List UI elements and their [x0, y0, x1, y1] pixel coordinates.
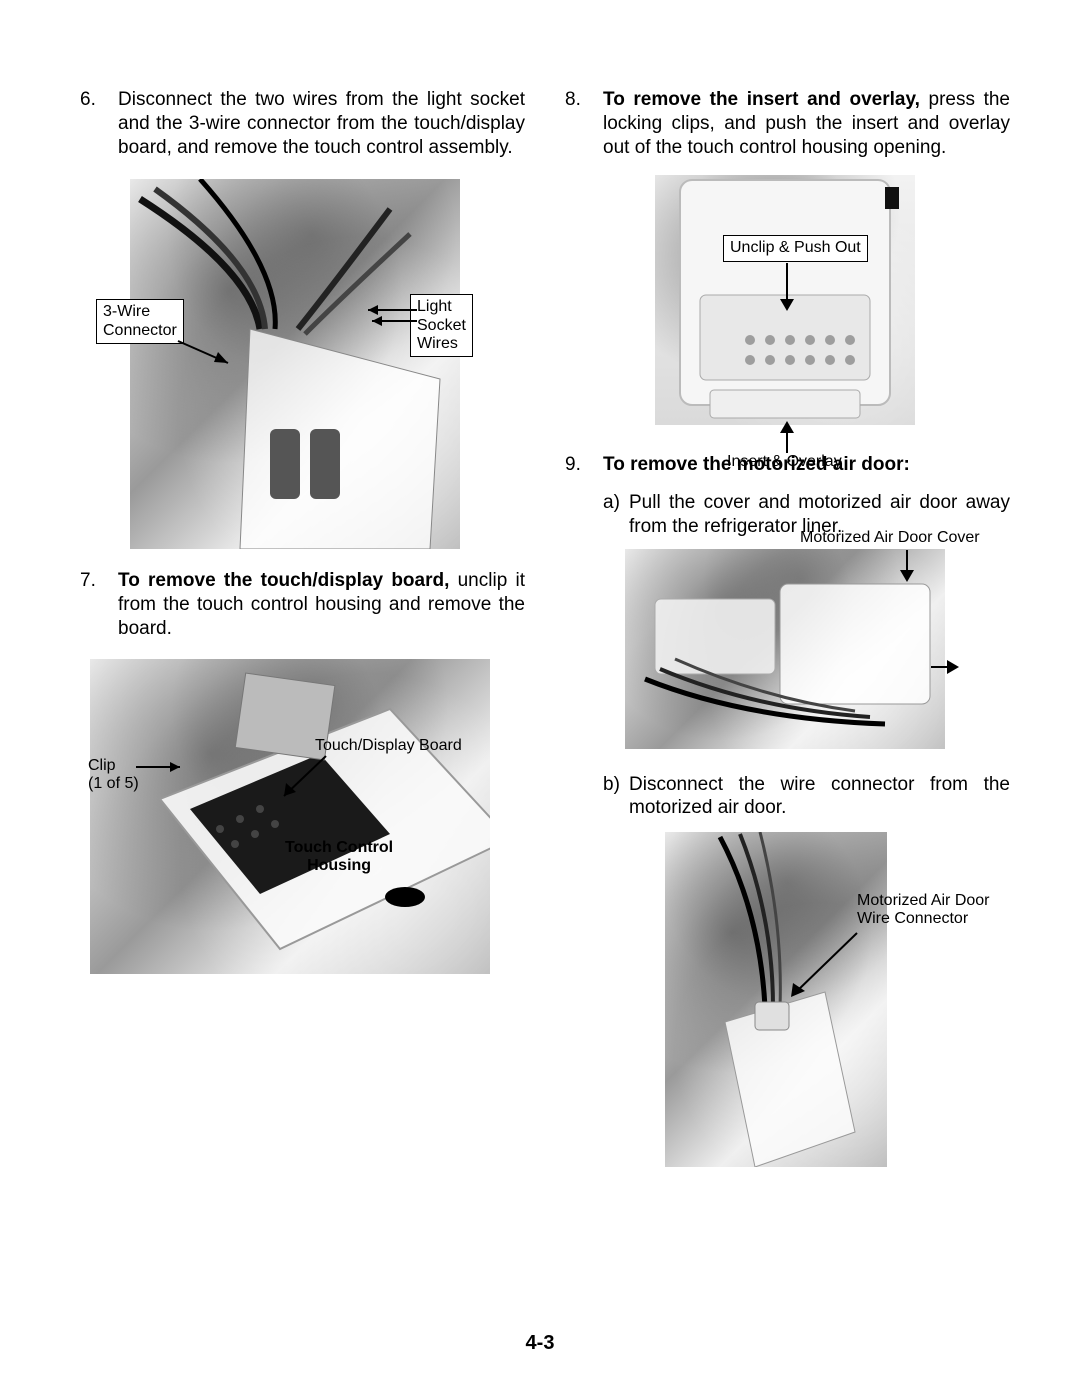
callout-insert-overlay: Insert & Overlay: [727, 453, 842, 471]
callout-motorized-connector: Motorized Air Door Wire Connector: [857, 892, 990, 929]
step-8-number: 8.: [565, 88, 603, 159]
photo-connector-icon: [665, 832, 887, 1167]
figure-step-9b: Motorized Air Door Wire Connector: [665, 832, 1010, 1167]
callout-3wire-connector: 3-Wire Connector: [96, 299, 184, 344]
figure-step-7: Clip (1 of 5) Touch/Display Board Touch …: [90, 659, 525, 974]
step-8-bold: To remove the insert and overlay,: [603, 89, 920, 110]
step-9a-letter: a): [603, 491, 629, 539]
callout-unclip-push-out: Unclip & Push Out: [723, 235, 868, 261]
photo-step-9a: [625, 549, 945, 749]
step-6: 6. Disconnect the two wires from the lig…: [80, 88, 525, 159]
photo-step-8: [655, 175, 915, 425]
page-number: 4-3: [0, 1332, 1080, 1355]
figure-step-8: Unclip & Push Out Insert & Overlay: [655, 175, 1010, 425]
arrow-up-icon: [777, 421, 797, 455]
photo-step-6: [130, 179, 460, 549]
right-column: 8. To remove the insert and overlay, pre…: [565, 88, 1010, 1288]
step-9b: b) Disconnect the wire connector from th…: [603, 773, 1010, 821]
callout-motorized-cover: Motorized Air Door Cover: [800, 529, 980, 547]
photo-step-9b: [665, 832, 887, 1167]
step-9b-letter: b): [603, 773, 629, 821]
photo-housing-open-icon: [655, 175, 915, 425]
callout-touch-display-board: Touch/Display Board: [315, 737, 462, 755]
step-6-number: 6.: [80, 88, 118, 159]
callout-touch-control-housing: Touch Control Housing: [285, 839, 393, 876]
step-7-text: To remove the touch/display board, uncli…: [118, 569, 525, 640]
step-9b-text: Disconnect the wire connector from the m…: [629, 773, 1010, 821]
step-7-number: 7.: [80, 569, 118, 640]
step-7: 7. To remove the touch/display board, un…: [80, 569, 525, 640]
photo-housing-icon: [90, 659, 490, 974]
figure-step-9a: Motorized Air Door Cover: [625, 549, 1010, 749]
photo-airdoor-icon: [625, 549, 945, 749]
left-column: 6. Disconnect the two wires from the lig…: [80, 88, 525, 1288]
step-7-bold: To remove the touch/display board,: [118, 570, 449, 591]
step-6-text: Disconnect the two wires from the light …: [118, 88, 525, 159]
photo-step-7: [90, 659, 490, 974]
callout-clip: Clip (1 of 5): [88, 757, 139, 794]
step-8: 8. To remove the insert and overlay, pre…: [565, 88, 1010, 159]
step-8-text: To remove the insert and overlay, press …: [603, 88, 1010, 159]
callout-light-socket-wires: Light Socket Wires: [410, 294, 473, 357]
step-9-number: 9.: [565, 453, 603, 477]
photo-wires-icon: [130, 179, 460, 549]
figure-step-6: 3-Wire Connector Light Socket Wires: [130, 179, 525, 549]
